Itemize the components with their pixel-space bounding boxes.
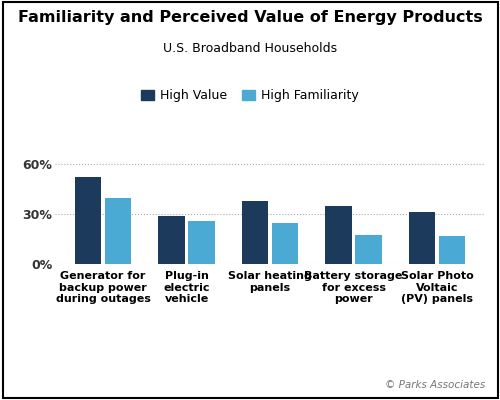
Text: © Parks Associates: © Parks Associates <box>385 380 485 390</box>
Text: Familiarity and Perceived Value of Energy Products: Familiarity and Perceived Value of Energ… <box>18 10 482 25</box>
Bar <box>158 216 185 264</box>
Bar <box>325 206 352 264</box>
Bar <box>355 235 382 264</box>
Bar <box>408 212 436 264</box>
Bar <box>104 198 132 264</box>
Text: U.S. Broadband Households: U.S. Broadband Households <box>163 42 337 55</box>
Bar <box>242 201 268 264</box>
Bar <box>438 236 466 264</box>
Bar <box>272 223 298 264</box>
Legend: High Value, High Familiarity: High Value, High Familiarity <box>136 84 364 107</box>
Bar <box>74 177 102 264</box>
Bar <box>188 221 215 264</box>
